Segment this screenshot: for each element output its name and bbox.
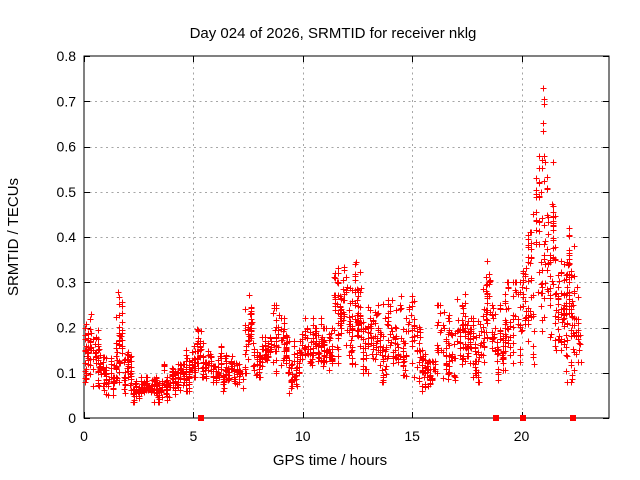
y-tick-label: 0.2	[57, 320, 77, 336]
zero-value-square-marker	[520, 415, 526, 421]
x-tick-label: 0	[80, 428, 88, 444]
x-tick-label: 20	[514, 428, 530, 444]
y-tick-label: 0.8	[57, 48, 77, 64]
y-tick-label: 0.7	[57, 93, 77, 109]
y-axis-label: SRMTID / TECUs	[5, 178, 22, 296]
x-tick-label: 10	[295, 428, 311, 444]
y-tick-label: 0	[68, 410, 76, 426]
y-tick-label: 0.5	[57, 184, 77, 200]
x-tick-label: 5	[189, 428, 197, 444]
y-tick-label: 0.4	[57, 229, 77, 245]
zero-value-square-marker	[493, 415, 499, 421]
grid-lines	[84, 56, 609, 418]
zero-value-square-marker	[198, 415, 204, 421]
tick-labels: 0 5 10 15 20 0 0.1 0.2 0.3 0.4 0.5 0.6 0.7 0.8	[57, 48, 530, 444]
y-tick-label: 0.6	[57, 139, 77, 155]
chart-title: Day 024 of 2026, SRMTID for receiver nkl…	[190, 25, 477, 42]
y-tick-label: 0.1	[57, 365, 77, 381]
plot-area-border	[83, 55, 610, 419]
x-tick-label: 15	[404, 428, 420, 444]
data-point-markers	[82, 85, 585, 406]
zero-value-square-marker	[570, 415, 576, 421]
x-axis-label: GPS time / hours	[273, 452, 387, 469]
srmtid-plus-markers	[82, 85, 585, 406]
y-tick-label: 0.3	[57, 274, 77, 290]
baseline-square-markers	[198, 415, 576, 421]
